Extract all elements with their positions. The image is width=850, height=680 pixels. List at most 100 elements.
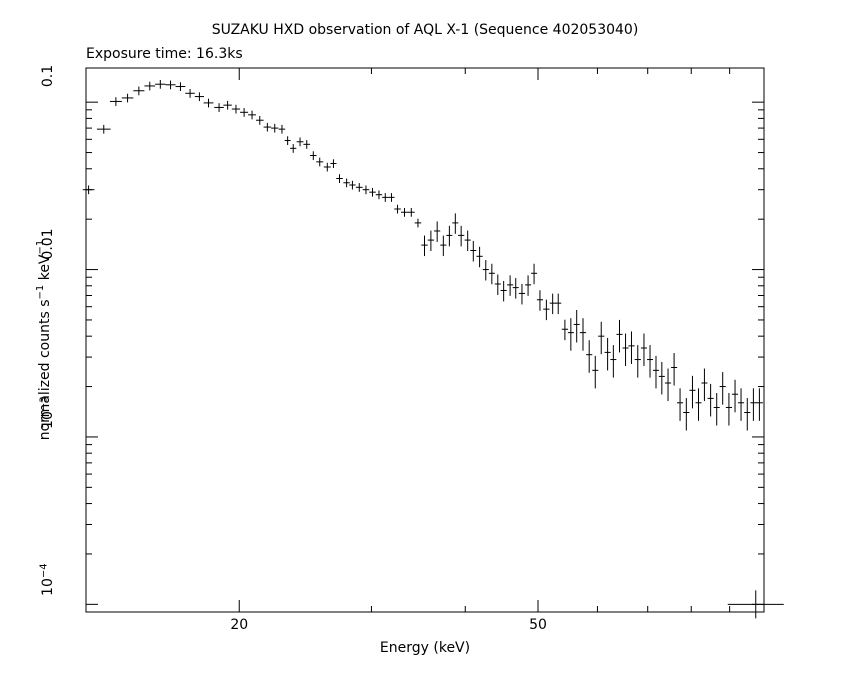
data-point [414,218,422,228]
data-point [231,104,241,114]
data-point [223,100,232,110]
data-point [695,388,702,421]
data-point [155,79,166,89]
data-point [488,263,495,285]
y-tick-label-text: 0.1 [40,65,56,88]
data-point [586,340,593,373]
reference-cross [727,590,784,619]
data-point [310,151,317,161]
y-tick-label-exp: −3 [38,396,50,412]
data-point [500,280,507,302]
data-point [464,230,471,252]
data-point [133,86,145,96]
data-point [446,225,453,247]
y-tick-label-text: 0.01 [40,227,56,260]
data-point [755,388,763,421]
data-point [525,275,532,296]
data-point [248,110,256,120]
data-point [278,124,286,134]
data-point [434,221,441,242]
data-point [616,319,623,353]
data-point [303,140,311,149]
data-point [640,333,648,367]
data-point [82,185,95,195]
data-point [165,80,176,90]
data-point [604,337,611,371]
x-tick-label: 20 [230,617,249,633]
data-point [732,379,739,413]
data-point [382,193,389,202]
data-point [452,213,459,234]
data-point [290,144,297,153]
data-point [610,345,617,378]
data-point [719,372,726,405]
data-point [573,309,580,343]
data-point [349,180,356,190]
data-point [592,355,599,389]
data-point [744,398,751,431]
data-point [271,123,279,133]
y-tick-label: 10−4 [38,560,56,600]
data-point [683,398,690,431]
data-point [664,368,672,402]
chart-title: SUZAKU HXD observation of AQL X-1 (Seque… [211,22,639,38]
data-point [536,290,544,311]
data-point [194,92,205,102]
data-point [622,333,629,367]
data-point [121,93,134,103]
data-point [476,246,483,268]
data-point [109,97,122,106]
data-point [401,208,408,217]
data-point [555,293,562,315]
data-point [549,293,556,315]
data-point [330,159,337,169]
data-point [214,103,224,112]
data-point [144,81,156,91]
data-point [96,124,111,134]
y-tick-label: 0.1 [40,56,56,96]
data-point [362,185,370,195]
data-point [494,274,501,295]
axis-ticks [86,68,765,613]
data-point [255,115,264,125]
data-point [543,299,550,321]
data-point [240,108,249,117]
data-point [713,393,720,426]
axes-box [85,67,765,613]
data-point [567,318,574,351]
data-point [323,162,331,172]
data-point [725,393,733,426]
data-point [369,187,376,197]
data-point [407,208,415,217]
data-point [531,263,538,285]
data-point [750,388,757,421]
data-point [561,319,569,341]
data-point [470,240,477,262]
data-point [296,137,304,147]
data-point [263,122,272,132]
data-point [652,355,659,389]
data-point [598,321,605,355]
data-point [421,235,428,257]
y-axis-label-exp1: −1 [35,284,47,300]
data-point [316,157,324,167]
data-point [507,275,514,296]
data-point [458,225,465,247]
data-point [175,82,186,92]
y-tick-label-text: 10 [40,578,56,597]
data-point [647,345,654,378]
data-point [518,283,526,305]
data-point [512,278,519,299]
data-point [676,388,684,421]
data-point [579,318,587,351]
x-axis-label: Energy (keV) [379,640,471,656]
data-point [375,190,383,200]
data-point [343,178,350,188]
data-series [82,79,784,619]
data-point [440,235,447,257]
plot-frame [85,67,765,613]
chart-subtitle: Exposure time: 16.3ks [86,46,243,62]
data-point [394,204,401,214]
data-point [427,230,435,252]
